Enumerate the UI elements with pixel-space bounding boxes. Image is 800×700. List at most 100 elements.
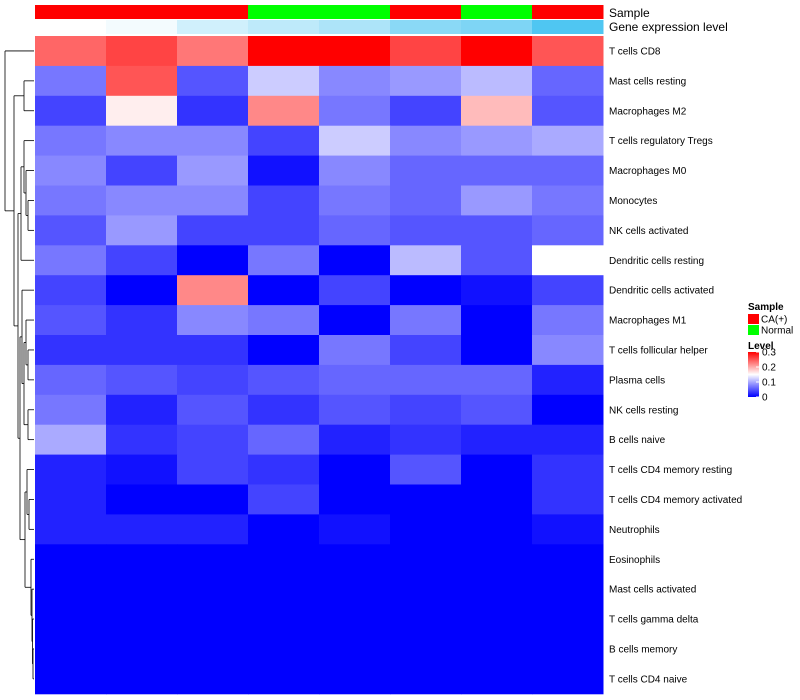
heatmap-cell (390, 514, 462, 545)
row-dendrogram (4, 50, 34, 680)
row-label: Monocytes (609, 196, 657, 207)
heatmap-cell (319, 305, 391, 336)
heatmap-cell (461, 305, 533, 336)
heatmap-cell (319, 424, 391, 456)
heatmap-cell (106, 454, 178, 485)
heatmap-cell (35, 215, 107, 246)
row-label: Neutrophils (609, 525, 660, 536)
heatmap-cell (248, 484, 320, 515)
legend-sample-entries: CA(+)Normal (748, 314, 793, 337)
heatmap-cell (532, 275, 604, 306)
heatmap-cell (248, 574, 320, 605)
heatmap-cell (319, 454, 391, 485)
row-label: T cells CD8 (609, 46, 661, 57)
heatmap-cell (532, 305, 604, 336)
heatmap-cell (461, 454, 533, 485)
heatmap-cell (35, 245, 107, 276)
heatmap-cell (177, 514, 249, 545)
sample-annotation-cell (35, 5, 107, 19)
heatmap-cell (35, 275, 107, 306)
legend-tick-label: 0 (762, 393, 768, 404)
heatmap-cell (390, 335, 462, 366)
heatmap-cell (532, 663, 604, 695)
heatmap-cell (177, 574, 249, 605)
heatmap-cell (319, 65, 391, 97)
heatmap-cell (106, 394, 178, 426)
sample-annotation-cell (106, 5, 178, 19)
heatmap-cell (177, 544, 249, 575)
heatmap-cell (177, 305, 249, 336)
heatmap-cell (390, 484, 462, 515)
heatmap-cell (106, 36, 178, 67)
legend-tick-label: 0.3 (762, 348, 776, 359)
heatmap-cell (177, 604, 249, 635)
heatmap-cell (106, 663, 178, 695)
heatmap-cell (35, 484, 107, 515)
heatmap-cell (461, 125, 533, 157)
heatmap-cell (248, 514, 320, 545)
heatmap-cell (177, 125, 249, 157)
heatmap-cell (390, 275, 462, 306)
heatmap-cell (532, 185, 604, 216)
row-label: NK cells activated (609, 226, 688, 237)
heatmap-cell (248, 663, 320, 695)
heatmap-cell (248, 424, 320, 456)
row-label: Mast cells activated (609, 585, 696, 596)
heatmap-cell (177, 394, 249, 426)
row-label: Eosinophils (609, 555, 660, 566)
legend-colorbar (748, 352, 759, 397)
gene-expression-annotation-cell (319, 20, 391, 34)
heatmap-cell (532, 394, 604, 426)
heatmap-cell (390, 424, 462, 456)
heatmap-cell (390, 155, 462, 186)
heatmap-cell (106, 424, 178, 456)
row-labels: T cells CD8 Mast cells resting Macrophages… (609, 46, 742, 685)
heatmap-cell (390, 185, 462, 216)
gene-expression-annotation-label: Gene expression level (609, 20, 728, 34)
heatmap-cell (35, 544, 107, 575)
heatmap-cell (106, 185, 178, 216)
row-label: Mast cells resting (609, 76, 686, 87)
heatmap-cell (248, 215, 320, 246)
gene-expression-annotation-cell (177, 20, 249, 34)
heatmap-cell (319, 514, 391, 545)
heatmap-cell (177, 454, 249, 485)
heatmap-cell (106, 604, 178, 635)
sample-annotation-cell (461, 5, 533, 19)
heatmap-cell (35, 394, 107, 426)
heatmap-cell (177, 245, 249, 276)
heatmap-cell (319, 394, 391, 426)
heatmap-cell (532, 484, 604, 515)
heatmap-cell (248, 65, 320, 97)
heatmap-cell (319, 215, 391, 246)
heatmap-cell (106, 484, 178, 515)
heatmap-cell (461, 544, 533, 575)
sample-annotation-label: Sample (609, 6, 650, 20)
row-label: T cells CD4 memory activated (609, 495, 742, 506)
heatmap-cell (532, 245, 604, 276)
legend-tick-label: 0.2 (762, 363, 776, 374)
heatmap-cell (461, 245, 533, 276)
heatmap-cell (461, 65, 533, 97)
heatmap-cell (319, 185, 391, 216)
heatmap-cell (35, 634, 107, 665)
sample-annotation-cell (177, 5, 249, 19)
heatmap-cell (35, 335, 107, 366)
heatmap-cell (106, 364, 178, 396)
heatmap-cell (35, 36, 107, 67)
heatmap-cell (532, 335, 604, 366)
column-annotation-bars (35, 5, 604, 34)
heatmap-cell (106, 65, 178, 97)
heatmap-cell (35, 65, 107, 97)
heatmap-cell (177, 215, 249, 246)
heatmap-cell (390, 65, 462, 97)
heatmap-cell (106, 335, 178, 366)
gene-expression-annotation-cell (390, 20, 462, 34)
row-label: T cells regulatory Tregs (609, 136, 713, 147)
heatmap-cell (461, 663, 533, 695)
heatmap-cell (390, 634, 462, 665)
heatmap-cell (248, 185, 320, 216)
sample-annotation-cell (532, 5, 604, 19)
heatmap-cell (177, 663, 249, 695)
